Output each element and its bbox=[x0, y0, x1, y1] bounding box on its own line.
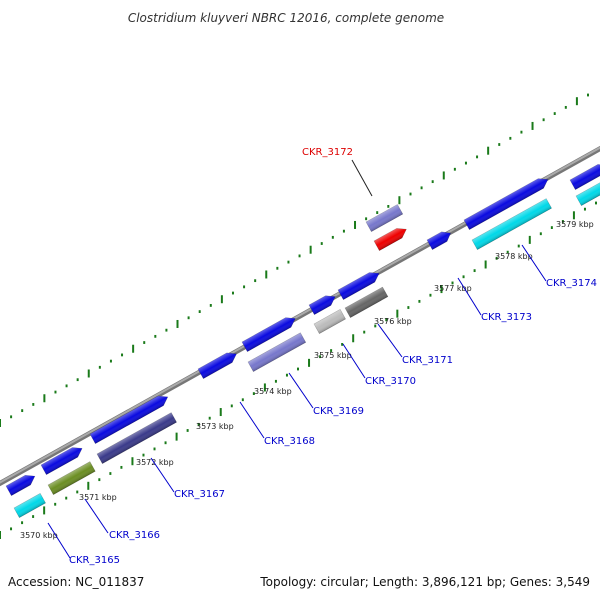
kbp-label: 3572 kbp bbox=[136, 458, 174, 467]
kbp-label: 3578 kbp bbox=[495, 252, 533, 261]
gene-ckr-3168-forward[interactable] bbox=[197, 349, 239, 379]
kbp-label: 3576 kbp bbox=[374, 317, 412, 326]
leader-line bbox=[239, 401, 265, 439]
leader-line bbox=[150, 457, 175, 493]
leader-line bbox=[288, 372, 314, 409]
gene-label-ckr-3166[interactable]: CKR_3166 bbox=[109, 530, 160, 541]
gene-ckr-3167-rna[interactable] bbox=[96, 412, 177, 464]
gene-ckr-3169-rna[interactable] bbox=[247, 332, 307, 372]
accession-text: Accession: NC_011837 bbox=[8, 575, 144, 589]
map-title: Clostridium kluyveri NBRC 12016, complet… bbox=[128, 11, 444, 25]
gene-ckr-3173-forward[interactable] bbox=[426, 228, 453, 250]
gene-label-ckr-3173[interactable]: CKR_3173 bbox=[481, 312, 532, 323]
gene-ckr-3170-forward[interactable] bbox=[308, 292, 338, 315]
gene-ckr-3174-forward[interactable] bbox=[463, 175, 551, 230]
gene-ckr-3170-rna[interactable] bbox=[313, 309, 346, 334]
leader-line bbox=[521, 244, 547, 282]
gene-ckr-3171-forward[interactable] bbox=[337, 269, 382, 300]
gene-ckr-3167-forward[interactable] bbox=[89, 392, 170, 444]
gene-label-ckr-3172[interactable]: CKR_3172 bbox=[302, 147, 353, 158]
gene-ckr-3174-rna[interactable] bbox=[471, 198, 552, 250]
gene-ckr-3171-rna[interactable] bbox=[344, 286, 389, 318]
leader-line bbox=[342, 343, 366, 379]
gene-ckr-3165-forward[interactable] bbox=[5, 471, 38, 496]
genome-stats-text: Topology: circular; Length: 3,896,121 bp… bbox=[259, 575, 590, 589]
kbp-label: 3573 kbp bbox=[196, 422, 234, 431]
gene-ckr-3172-rna[interactable] bbox=[373, 224, 409, 251]
gene-label-ckr-3170[interactable]: CKR_3170 bbox=[365, 376, 416, 387]
leader-line bbox=[377, 323, 403, 358]
kbp-label: 3574 kbp bbox=[254, 387, 292, 396]
upper-tick-track bbox=[0, 93, 589, 427]
kbp-label: 3570 kbp bbox=[20, 531, 58, 540]
gene-ckr-3172-forward[interactable] bbox=[365, 204, 404, 232]
kbp-label: 3571 kbp bbox=[79, 493, 117, 502]
leader-line bbox=[47, 522, 71, 559]
gene-label-ckr-3168[interactable]: CKR_3168 bbox=[264, 436, 315, 447]
gene-label-ckr-3171[interactable]: CKR_3171 bbox=[402, 355, 453, 366]
gene-ckr-3166-forward[interactable] bbox=[40, 444, 85, 475]
gene-label-ckr-3174[interactable]: CKR_3174 bbox=[546, 278, 597, 289]
gene-ckr-3166-rna[interactable] bbox=[47, 461, 96, 495]
kbp-label: 3577 kbp bbox=[434, 284, 472, 293]
kbp-label: 3575 kbp bbox=[314, 351, 352, 360]
gene-label-ckr-3165[interactable]: CKR_3165 bbox=[69, 555, 120, 566]
leader-line bbox=[457, 277, 482, 316]
kbp-label: 3579 kbp bbox=[556, 220, 594, 229]
lower-tick-track bbox=[0, 201, 597, 539]
gene-ckr-3169-forward[interactable] bbox=[241, 314, 298, 352]
gene-label-ckr-3167[interactable]: CKR_3167 bbox=[174, 489, 225, 500]
gene-ckr-3175-forward[interactable] bbox=[569, 161, 600, 190]
gene-label-ckr-3169[interactable]: CKR_3169 bbox=[313, 406, 364, 417]
leader-line bbox=[84, 498, 109, 534]
leader-line bbox=[351, 159, 373, 197]
gene-ckr-3165-rna[interactable] bbox=[13, 493, 46, 518]
